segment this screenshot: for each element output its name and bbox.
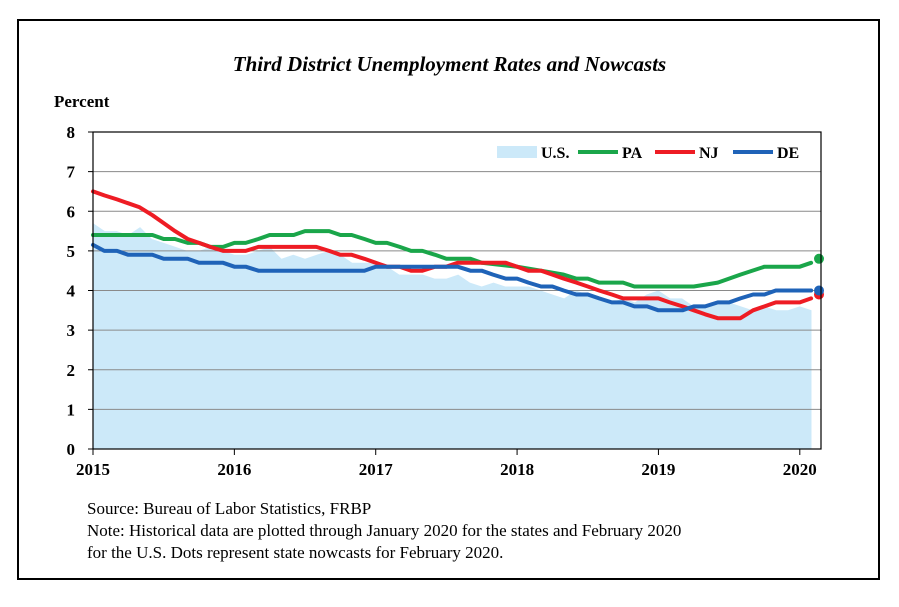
y-tick-label-5: 5 bbox=[67, 242, 76, 261]
x-tick-label-2020: 2020 bbox=[783, 460, 817, 479]
x-tick-label-2016: 2016 bbox=[217, 460, 251, 479]
source-note: Source: Bureau of Labor Statistics, FRBP bbox=[87, 499, 372, 518]
nowcast-dot-pa bbox=[814, 253, 824, 264]
y-tick-label-8: 8 bbox=[67, 123, 76, 142]
legend-label-de: DE bbox=[777, 145, 799, 162]
y-tick-label-0: 0 bbox=[67, 440, 76, 459]
series-line-pa bbox=[91, 229, 814, 289]
x-tick-label-2015: 2015 bbox=[76, 460, 110, 479]
y-tick-label-4: 4 bbox=[67, 282, 76, 301]
y-tick-label-7: 7 bbox=[67, 163, 76, 182]
x-tick-label-2017: 2017 bbox=[359, 460, 394, 479]
chart-title: Third District Unemployment Rates and No… bbox=[232, 52, 667, 76]
legend-label-nj: NJ bbox=[699, 145, 719, 162]
y-axis-label: Percent bbox=[54, 92, 110, 111]
y-tick-label-3: 3 bbox=[67, 321, 76, 340]
series-area-us bbox=[93, 223, 812, 449]
legend-label-us: U.S. bbox=[541, 145, 569, 162]
series-line-de bbox=[91, 242, 814, 313]
x-tick-label-2019: 2019 bbox=[641, 460, 675, 479]
chart-frame bbox=[17, 19, 880, 580]
note-line-1: Note: Historical data are plotted throug… bbox=[87, 521, 682, 540]
y-tick-label-1: 1 bbox=[67, 400, 76, 419]
y-tick-label-2: 2 bbox=[67, 361, 76, 380]
legend-label-pa: PA bbox=[622, 145, 643, 162]
x-tick-label-2018: 2018 bbox=[500, 460, 534, 479]
nowcast-dot-de bbox=[814, 285, 824, 296]
chart-notes: Source: Bureau of Labor Statistics, FRBP… bbox=[87, 498, 827, 564]
y-tick-label-6: 6 bbox=[67, 202, 76, 221]
legend-swatch-us bbox=[497, 146, 537, 158]
note-line-2: for the U.S. Dots represent state nowcas… bbox=[87, 543, 504, 562]
